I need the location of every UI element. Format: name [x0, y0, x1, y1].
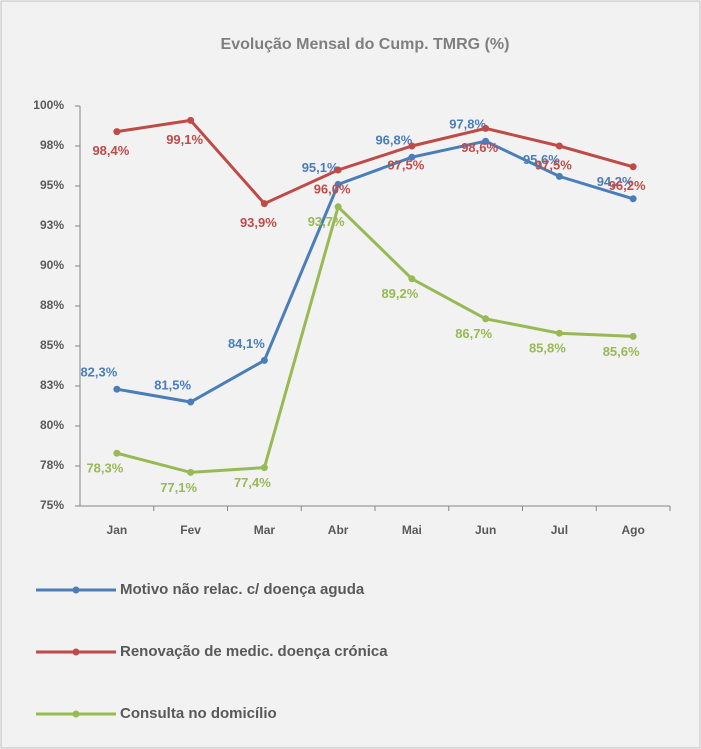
legend-label: Motivo não relac. c/ doença aguda [120, 581, 365, 598]
data-point [113, 128, 121, 136]
x-tick-label: Jan [107, 523, 128, 537]
data-point [260, 356, 268, 364]
chart-title: Evolução Mensal do Cump. TMRG (%) [221, 36, 510, 53]
data-point [187, 468, 195, 476]
y-tick-label: 88% [40, 298, 64, 312]
data-label: 93,7% [308, 214, 345, 229]
x-tick-label: Abr [328, 523, 349, 537]
y-tick-label: 78% [40, 458, 64, 472]
data-point [555, 142, 563, 150]
data-label: 97,8% [449, 117, 486, 132]
data-label: 98,6% [461, 140, 498, 155]
y-tick-label: 93% [40, 218, 64, 232]
data-label: 95,1% [302, 160, 339, 175]
data-point [334, 166, 342, 174]
data-point [334, 203, 342, 211]
x-tick-label: Jun [475, 523, 496, 537]
data-point [629, 163, 637, 171]
y-tick-label: 90% [40, 258, 64, 272]
data-label: 78,3% [86, 461, 123, 476]
data-label: 82,3% [80, 365, 117, 380]
x-tick-label: Fev [180, 523, 201, 537]
x-tick-label: Jul [551, 523, 568, 537]
data-label: 99,1% [166, 132, 203, 147]
y-tick-label: 95% [40, 178, 64, 192]
data-point [629, 195, 637, 203]
series-line [116, 139, 634, 404]
data-point [482, 137, 490, 145]
data-point [334, 180, 342, 188]
legend-label: Renovação de medic. doença crónica [120, 643, 388, 660]
data-point [187, 116, 195, 124]
data-label: 98,4% [92, 143, 129, 158]
data-point [260, 200, 268, 208]
data-point [187, 398, 195, 406]
data-label: 93,9% [240, 215, 277, 230]
series-line [116, 203, 634, 474]
data-point [408, 142, 416, 150]
data-label: 96,8% [375, 133, 412, 148]
legend-marker [72, 586, 80, 594]
data-label: 85,6% [603, 344, 640, 359]
y-tick-label: 98% [40, 138, 64, 152]
y-tick-label: 100% [33, 98, 64, 112]
data-point [555, 172, 563, 180]
data-point [555, 329, 563, 337]
data-label: 97,5% [535, 157, 572, 172]
legend-label: Consulta no domicílio [120, 705, 277, 722]
data-point [113, 385, 121, 393]
y-tick-label: 85% [40, 338, 64, 352]
data-label: 81,5% [154, 377, 191, 392]
y-tick-label: 75% [40, 498, 64, 512]
legend-marker [72, 648, 80, 656]
data-label: 77,1% [160, 480, 197, 495]
data-label: 77,4% [234, 475, 271, 490]
data-point [629, 332, 637, 340]
y-tick-label: 80% [40, 418, 64, 432]
y-tick-label: 83% [40, 378, 64, 392]
data-label: 94,2% [597, 174, 634, 189]
data-point [482, 124, 490, 132]
data-label: 89,2% [381, 286, 418, 301]
data-label: 95,6% [523, 152, 560, 167]
series-line [116, 118, 634, 206]
data-label: 84,1% [228, 336, 265, 351]
data-label: 85,8% [529, 341, 566, 356]
data-point [113, 449, 121, 457]
data-label: 96,2% [609, 178, 646, 193]
data-label: 86,7% [455, 326, 492, 341]
x-tick-label: Mai [402, 523, 422, 537]
data-point [482, 315, 490, 323]
x-tick-label: Ago [621, 523, 644, 537]
data-label: 96,0% [314, 181, 351, 196]
data-point [408, 275, 416, 283]
legend-marker [72, 710, 80, 718]
data-point [260, 464, 268, 472]
data-label: 97,5% [387, 157, 424, 172]
x-tick-label: Mar [254, 523, 276, 537]
data-point [408, 153, 416, 161]
